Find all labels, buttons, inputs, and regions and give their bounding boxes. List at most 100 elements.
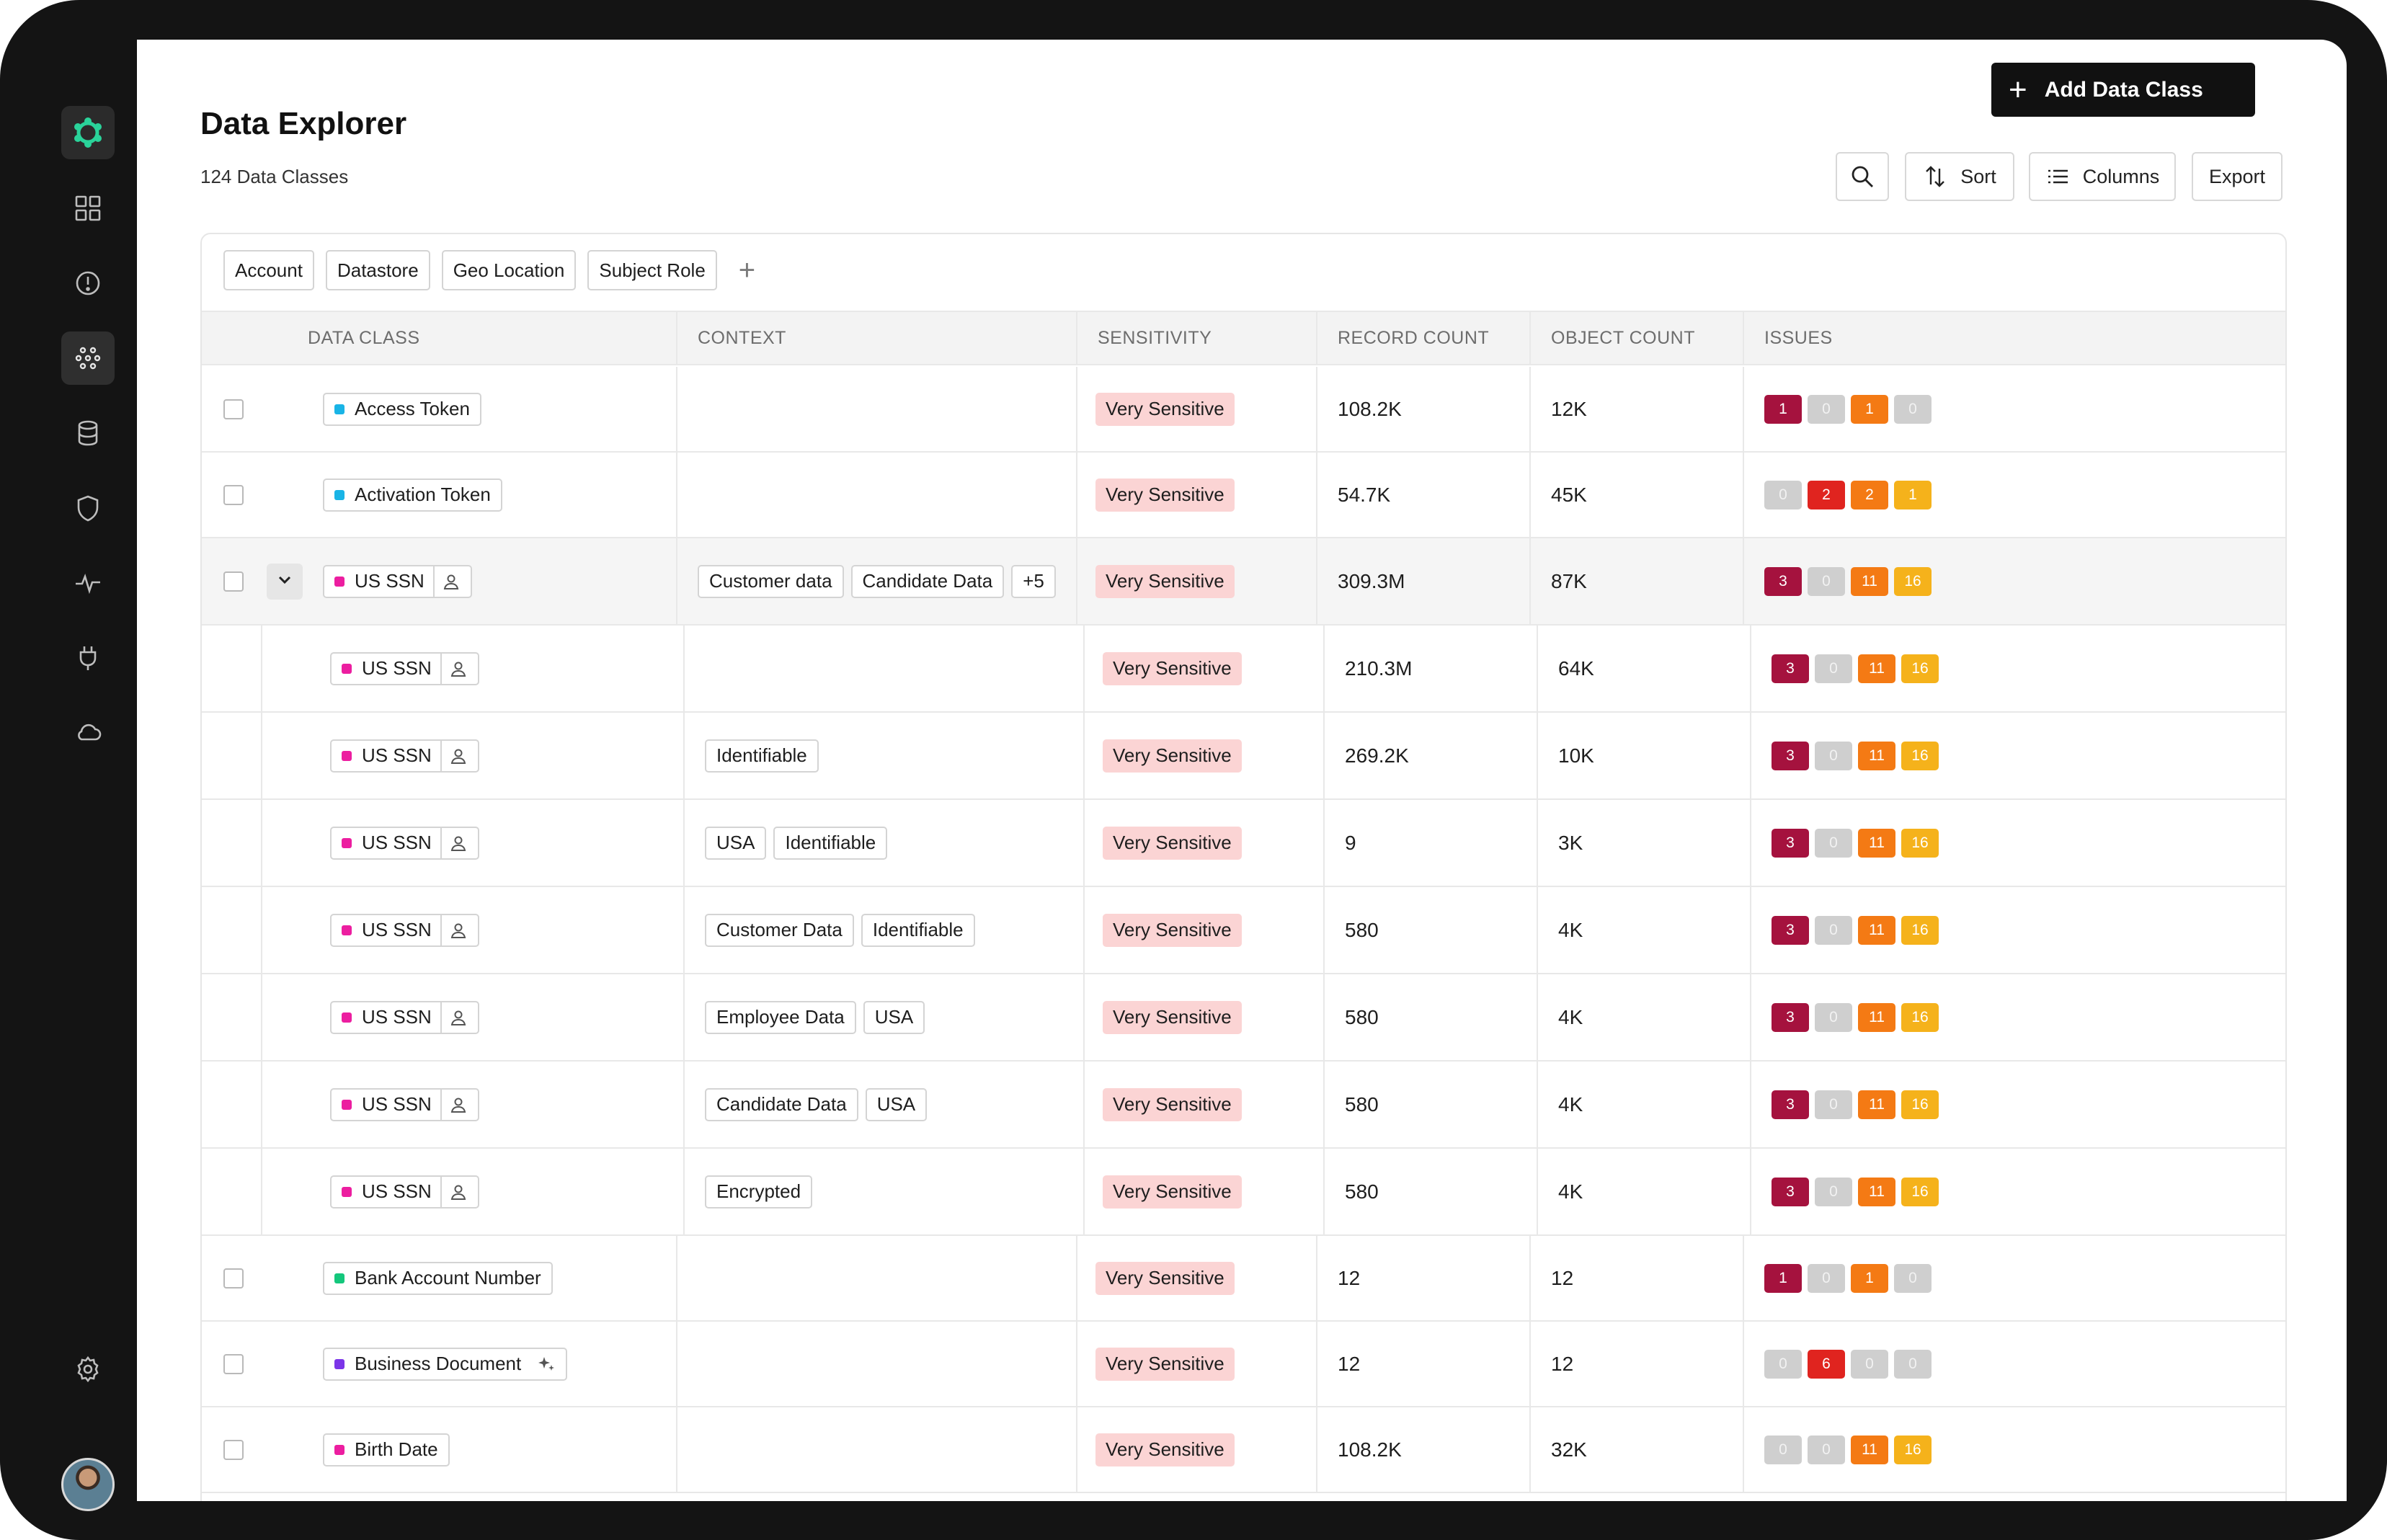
nav-cloud[interactable] xyxy=(61,706,115,760)
user-avatar[interactable] xyxy=(61,1458,115,1511)
issue-count-badge[interactable]: 3 xyxy=(1772,828,1809,858)
issue-count-badge[interactable]: 11 xyxy=(1858,741,1895,770)
context-tag[interactable]: Customer Data xyxy=(705,913,854,947)
col-sensitivity[interactable]: SENSITIVITY xyxy=(1098,327,1212,348)
issue-count-badge[interactable]: 0 xyxy=(1808,566,1845,596)
issue-count-badge[interactable]: 11 xyxy=(1858,915,1895,945)
issue-count-badge[interactable]: 16 xyxy=(1901,1002,1939,1032)
issue-count-badge[interactable]: 0 xyxy=(1894,1263,1932,1293)
context-tag[interactable]: Candidate Data xyxy=(850,564,1005,598)
issue-count-badge[interactable]: 0 xyxy=(1764,480,1802,509)
issue-count-badge[interactable]: 11 xyxy=(1858,828,1895,858)
row-checkbox[interactable] xyxy=(223,1353,244,1374)
export-button[interactable]: Export xyxy=(2192,152,2282,201)
collapse-row-button[interactable] xyxy=(267,563,303,600)
issue-count-badge[interactable]: 1 xyxy=(1764,394,1802,424)
row-checkbox[interactable] xyxy=(223,1439,244,1460)
table-row[interactable]: Activation Token Very Sensitive 54.7K 45K 0 2… xyxy=(202,453,2285,538)
nav-activity[interactable] xyxy=(61,556,115,610)
issue-count-badge[interactable]: 16 xyxy=(1901,654,1939,683)
table-child-row[interactable]: US SSN Very Sensitive 210.3M 64K 3 0 11 16 xyxy=(202,626,2285,713)
issue-count-badge[interactable]: 11 xyxy=(1858,654,1895,683)
context-tag[interactable]: Identifiable xyxy=(861,913,975,947)
issue-count-badge[interactable]: 0 xyxy=(1815,828,1852,858)
issue-count-badge[interactable]: 3 xyxy=(1772,654,1809,683)
issue-count-badge[interactable]: 0 xyxy=(1808,1263,1845,1293)
issue-count-badge[interactable]: 0 xyxy=(1894,1349,1932,1379)
issue-count-badge[interactable]: 3 xyxy=(1772,1177,1809,1206)
issue-count-badge[interactable]: 11 xyxy=(1858,1090,1895,1119)
context-tag[interactable]: Candidate Data xyxy=(705,1087,858,1121)
col-record-count[interactable]: RECORD COUNT xyxy=(1338,327,1490,348)
issue-count-badge[interactable]: 0 xyxy=(1808,394,1845,424)
context-tag[interactable]: Encrypted xyxy=(705,1175,813,1209)
row-checkbox[interactable] xyxy=(223,571,244,592)
issue-count-badge[interactable]: 16 xyxy=(1901,741,1939,770)
data-class-tag[interactable]: Access Token xyxy=(323,392,481,426)
issue-count-badge[interactable]: 16 xyxy=(1901,1090,1939,1119)
col-context[interactable]: CONTEXT xyxy=(698,327,786,348)
table-row[interactable]: Business Document Very Sensitive 12 12 0 6 0 0 xyxy=(202,1322,2285,1407)
context-tag[interactable]: USA xyxy=(705,826,767,860)
issue-count-badge[interactable]: 0 xyxy=(1815,1177,1852,1206)
data-class-tag[interactable]: US SSN xyxy=(330,913,479,947)
context-tag[interactable]: +5 xyxy=(1011,564,1056,598)
issue-count-badge[interactable]: 16 xyxy=(1901,915,1939,945)
table-row[interactable]: Bank Account Number Very Sensitive 12 12 1 0 1… xyxy=(202,1236,2285,1322)
table-row[interactable]: Access Token Very Sensitive 108.2K 12K 1 0 1 0 xyxy=(202,367,2285,453)
context-tag[interactable]: Customer data xyxy=(698,564,844,598)
table-child-row[interactable]: US SSN USA Identifiable Very Sensitive 9 3K 3 0… xyxy=(202,800,2285,887)
issue-count-badge[interactable]: 0 xyxy=(1894,394,1932,424)
issue-count-badge[interactable]: 0 xyxy=(1764,1435,1802,1464)
nav-dashboard[interactable] xyxy=(61,182,115,235)
issue-count-badge[interactable]: 3 xyxy=(1772,915,1809,945)
nav-settings[interactable] xyxy=(61,1343,115,1396)
issue-count-badge[interactable]: 6 xyxy=(1808,1349,1845,1379)
issue-count-badge[interactable]: 16 xyxy=(1901,1177,1939,1206)
context-tag[interactable]: USA xyxy=(865,1087,928,1121)
issue-count-badge[interactable]: 0 xyxy=(1815,741,1852,770)
issue-count-badge[interactable]: 11 xyxy=(1851,566,1888,596)
data-class-tag[interactable]: US SSN xyxy=(330,1175,479,1209)
table-child-row[interactable]: US SSN Customer Data Identifiable Very Sens… xyxy=(202,887,2285,974)
nav-integrations[interactable] xyxy=(61,631,115,685)
issue-count-badge[interactable]: 1 xyxy=(1851,1263,1888,1293)
context-tag[interactable]: Identifiable xyxy=(773,826,888,860)
filter-chip-subject-role[interactable]: Subject Role xyxy=(587,250,717,290)
issue-count-badge[interactable]: 0 xyxy=(1808,1435,1845,1464)
issue-count-badge[interactable]: 1 xyxy=(1851,394,1888,424)
context-tag[interactable]: Employee Data xyxy=(705,1000,856,1034)
data-class-tag[interactable]: Activation Token xyxy=(323,478,502,512)
data-class-tag[interactable]: US SSN xyxy=(330,1087,479,1121)
nav-datastores[interactable] xyxy=(61,406,115,460)
issue-count-badge[interactable]: 11 xyxy=(1858,1177,1895,1206)
issue-count-badge[interactable]: 0 xyxy=(1764,1349,1802,1379)
issue-count-badge[interactable]: 16 xyxy=(1894,1435,1932,1464)
table-child-row[interactable]: US SSN Identifiable Very Sensitive 269.2K 10… xyxy=(202,713,2285,800)
data-class-tag[interactable]: US SSN xyxy=(330,826,479,860)
table-child-row[interactable]: US SSN Candidate Data USA Very Sensitive 580… xyxy=(202,1061,2285,1149)
filter-chip-geo-location[interactable]: Geo Location xyxy=(441,250,577,290)
table-row[interactable]: US SSN Customer data Candidate Data +5 Very … xyxy=(202,538,2285,626)
issue-count-badge[interactable]: 3 xyxy=(1764,566,1802,596)
nav-alerts[interactable] xyxy=(61,257,115,310)
search-button[interactable] xyxy=(1836,152,1889,201)
data-class-tag[interactable]: US SSN xyxy=(330,1000,479,1034)
data-class-tag[interactable]: US SSN xyxy=(323,564,472,598)
issue-count-badge[interactable]: 0 xyxy=(1815,1002,1852,1032)
row-checkbox[interactable] xyxy=(223,1268,244,1288)
issue-count-badge[interactable]: 16 xyxy=(1894,566,1932,596)
table-child-row[interactable]: US SSN Encrypted Very Sensitive 580 4K 3 0 11 16 xyxy=(202,1149,2285,1236)
filter-chip-datastore[interactable]: Datastore xyxy=(325,250,430,290)
data-class-tag[interactable]: Birth Date xyxy=(323,1433,450,1466)
columns-button[interactable]: Columns xyxy=(2029,152,2176,201)
issue-count-badge[interactable]: 11 xyxy=(1858,1002,1895,1032)
context-tag[interactable]: USA xyxy=(863,1000,925,1034)
issue-count-badge[interactable]: 2 xyxy=(1808,480,1845,509)
issue-count-badge[interactable]: 11 xyxy=(1851,1435,1888,1464)
add-data-class-button[interactable]: + Add Data Class xyxy=(1991,63,2255,117)
filter-chip-account[interactable]: Account xyxy=(223,250,314,290)
col-data-class[interactable]: DATA CLASS xyxy=(308,327,420,348)
data-class-tag[interactable]: Business Document xyxy=(323,1347,568,1381)
issue-count-badge[interactable]: 3 xyxy=(1772,1002,1809,1032)
